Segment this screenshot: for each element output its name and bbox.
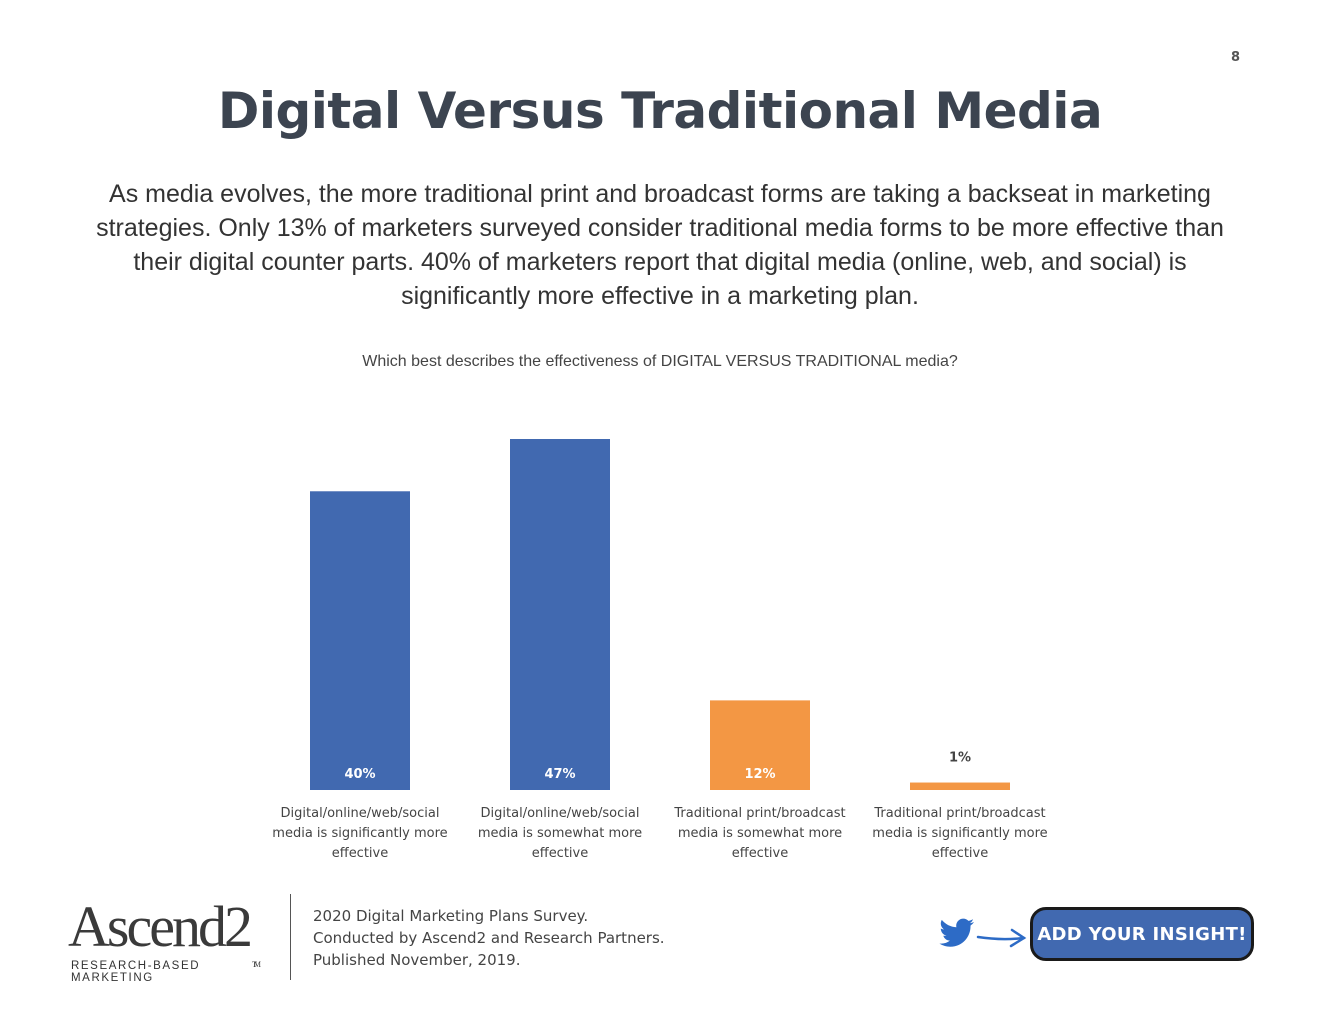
category-label: effective [932,846,989,861]
page-title: Digital Versus Traditional Media [217,82,1103,140]
data-label: 1% [949,751,971,766]
category-label: Digital/online/web/social [281,806,440,821]
arrow-right-icon [976,928,1027,948]
add-your-insight-button[interactable]: ADD YOUR INSIGHT! [1030,907,1254,961]
footer-divider [290,894,291,980]
chart-title: Which best describes the effectiveness o… [362,353,958,370]
logo-tagline: RESEARCH-BASED MARKETING [71,960,201,984]
twitter-bird-icon [939,918,974,947]
category-label: Traditional print/broadcast [673,806,845,821]
source-line: Conducted by Ascend2 and Research Partne… [313,929,665,947]
logo-trademark: TM [251,960,261,969]
twitter-share-link[interactable] [936,912,1028,958]
category-label: media is significantly more [872,826,1047,841]
data-label: 12% [744,767,775,782]
category-label: effective [732,846,789,861]
category-label: effective [532,846,589,861]
bar [710,700,810,790]
category-label: media is somewhat more [478,826,642,841]
category-label: media is somewhat more [678,826,842,841]
source-line: Published November, 2019. [313,951,521,969]
category-label: Traditional print/broadcast [873,806,1045,821]
category-label: media is significantly more [272,826,447,841]
page-number: 8 [1230,50,1240,65]
bar [910,782,1010,790]
logo-name: Ascend2 [68,894,253,959]
intro-paragraph: As media evolves, the more traditional p… [96,180,1224,310]
ascend2-logo: Ascend2TM RESEARCH-BASED MARKETING [68,898,278,985]
source-note: 2020 Digital Marketing Plans Survey. Con… [313,905,665,971]
category-label: effective [332,846,389,861]
data-label: 40% [344,767,375,782]
bar [510,439,610,790]
bar [310,491,410,790]
category-label: Digital/online/web/social [481,806,640,821]
source-line: 2020 Digital Marketing Plans Survey. [313,907,589,925]
data-label: 47% [544,767,575,782]
